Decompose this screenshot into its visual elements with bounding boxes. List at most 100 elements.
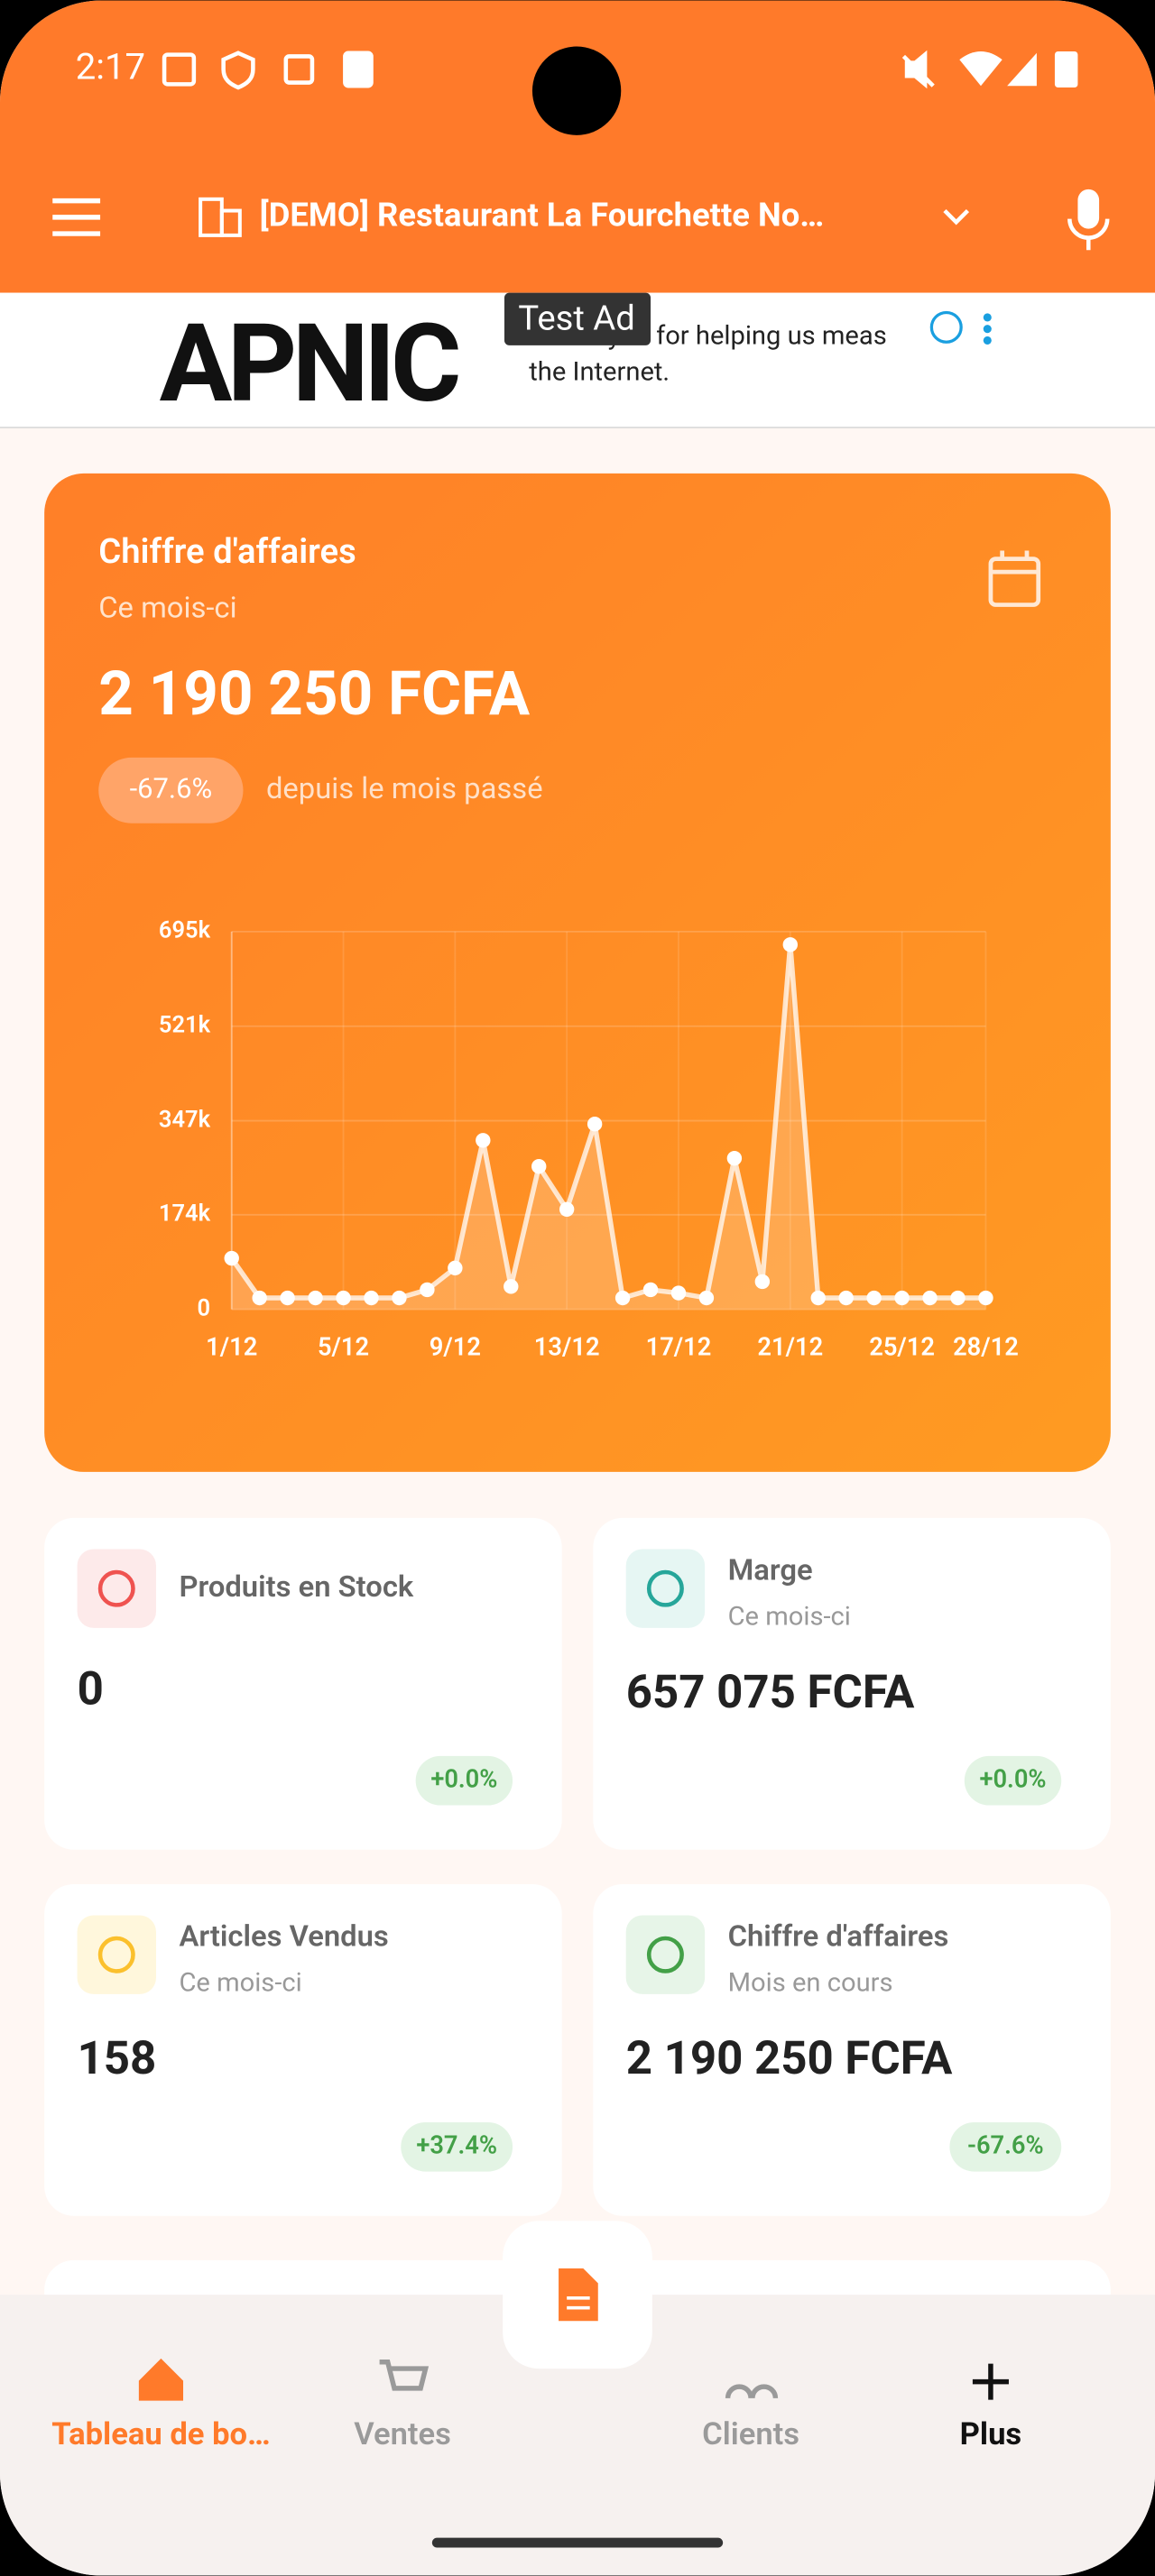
stat-icon	[97, 1569, 135, 1607]
stat-value: 657 075 FCFA	[626, 1666, 915, 1719]
ad-text: the Internet.	[529, 357, 670, 388]
y-tick-label: 695k	[159, 917, 211, 944]
stat-icon	[646, 1569, 684, 1607]
y-tick-label: 174k	[159, 1201, 211, 1228]
point	[531, 1159, 547, 1174]
point	[726, 1150, 743, 1166]
camera	[531, 46, 622, 135]
stat-subtitle: Mois en cours	[728, 1968, 893, 1999]
point	[698, 1290, 715, 1306]
stat-icon	[97, 1936, 135, 1973]
x-tick-label: 13/12	[534, 1333, 600, 1362]
ad-brand: APNIC	[160, 301, 458, 428]
point	[420, 1282, 435, 1298]
point	[810, 1290, 826, 1306]
point	[614, 1290, 631, 1306]
point	[866, 1290, 882, 1306]
stat-title: Chiffre d'affaires	[728, 1920, 949, 1955]
point	[754, 1274, 771, 1290]
revenue-card	[44, 473, 1111, 1472]
nav-items: Tableau de bo… Ventes Clients Plus	[51, 2358, 1022, 2452]
y-tick-label: 347k	[159, 1106, 211, 1133]
stat-change: +0.0%	[430, 1764, 497, 1793]
app-title[interactable]: [DEMO] Restaurant La Fourchette No…	[260, 195, 825, 234]
point	[336, 1290, 351, 1306]
stat-change-pill	[964, 1755, 1062, 1806]
revenue-chart: 0 174k 347k 521k 695k 1/12 5/12 9/12 13/12 17/12 2…	[159, 917, 1019, 1362]
stat-value: 158	[78, 2032, 157, 2085]
stat-icon-box	[77, 1915, 156, 1994]
point	[224, 1250, 239, 1266]
stat-value: 2 190 250 FCFA	[626, 2032, 953, 2085]
x-tick-label: 9/12	[430, 1333, 481, 1362]
stat-change: +0.0%	[979, 1764, 1046, 1793]
x-tick-label: 25/12	[869, 1333, 935, 1362]
stat-change-pill	[401, 2121, 513, 2172]
x-tick-label: 21/12	[757, 1333, 823, 1362]
point	[308, 1290, 323, 1306]
nav-label[interactable]: Clients	[702, 2416, 799, 2452]
point	[950, 1290, 966, 1306]
point	[448, 1260, 463, 1276]
point	[838, 1290, 854, 1306]
stat-title: Produits en Stock	[179, 1570, 413, 1605]
nav-icon[interactable]	[379, 2360, 430, 2391]
point	[587, 1117, 603, 1132]
menu-button[interactable]	[52, 198, 101, 236]
ad-label: Test Ad	[518, 299, 634, 339]
stat-value: 0	[78, 1662, 104, 1716]
mic-button[interactable]	[1067, 189, 1110, 251]
stat-subtitle: Ce mois-ci	[179, 1968, 301, 1999]
x-tick-label: 28/12	[953, 1333, 1019, 1362]
ad-controls	[925, 296, 1004, 363]
nav-icon[interactable]	[972, 2363, 1009, 2400]
status-time: 2:17	[76, 46, 145, 88]
y-tick-label: 521k	[159, 1011, 211, 1038]
stat-title: Articles Vendus	[179, 1920, 388, 1955]
point	[782, 937, 798, 952]
change-value: -67.6%	[130, 771, 213, 805]
nav-icon[interactable]	[725, 2384, 779, 2399]
point	[280, 1290, 295, 1306]
card-title: Chiffre d'affaires	[98, 532, 356, 572]
stat-change: +37.4%	[416, 2130, 497, 2159]
home-indicator	[431, 2537, 724, 2548]
point	[364, 1290, 379, 1306]
point	[894, 1290, 910, 1306]
y-tick-label: 0	[197, 1294, 210, 1321]
x-tick-label: 1/12	[206, 1333, 257, 1362]
stat-icon-box	[625, 1915, 706, 1994]
stat-change: -67.6%	[967, 2130, 1044, 2159]
calendar-button[interactable]	[988, 550, 1041, 607]
ad-info[interactable]	[929, 310, 963, 344]
point	[670, 1285, 687, 1301]
point	[642, 1282, 659, 1298]
dropdown-chevron[interactable]	[943, 208, 970, 225]
point	[392, 1290, 407, 1306]
app-header	[0, 0, 1155, 293]
x-tick-label: 17/12	[646, 1333, 712, 1362]
stat-icon-box	[625, 1549, 706, 1628]
stat-change-pill	[415, 1755, 513, 1806]
nav-icon[interactable]	[138, 2358, 184, 2401]
status-icons	[162, 51, 374, 90]
nav-label[interactable]: Ventes	[354, 2416, 451, 2452]
point	[559, 1201, 575, 1217]
change-note: depuis le mois passé	[266, 772, 543, 806]
stat-title: Marge	[728, 1554, 813, 1588]
nav-label[interactable]: Tableau de bo…	[51, 2416, 270, 2452]
card-amount: 2 190 250 FCFA	[98, 659, 531, 730]
point	[922, 1290, 938, 1306]
nav-label[interactable]: Plus	[960, 2416, 1022, 2452]
stat-subtitle: Ce mois-ci	[728, 1602, 851, 1633]
x-tick-label: 5/12	[318, 1333, 369, 1362]
building-icon	[199, 197, 242, 237]
stat-cards: Produits en Stock 0 +0.0% Marge Ce mois-ci 65…	[44, 1517, 1111, 2216]
point	[978, 1290, 993, 1306]
point	[252, 1290, 267, 1306]
ad-menu[interactable]	[983, 313, 992, 345]
point	[476, 1133, 491, 1148]
change-pill	[98, 757, 244, 823]
